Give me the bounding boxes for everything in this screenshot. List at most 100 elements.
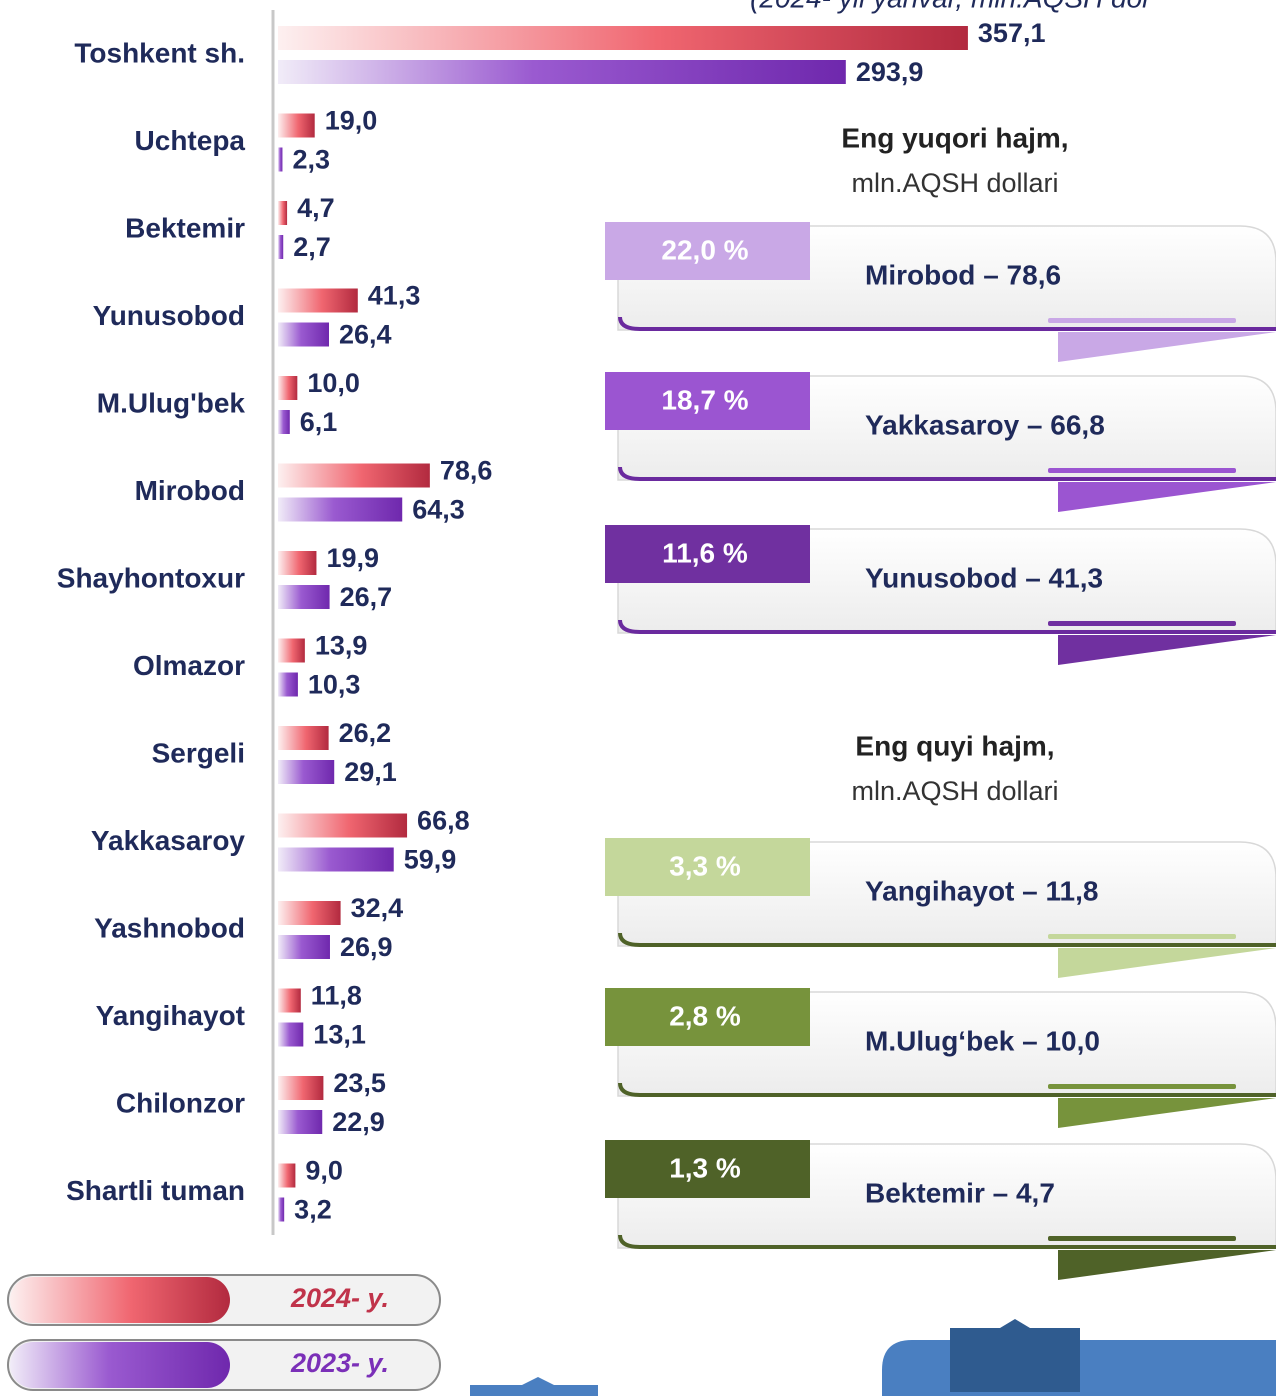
- decoration: [1000, 1319, 1030, 1328]
- decoration: [950, 1328, 1080, 1392]
- bar: [278, 201, 288, 225]
- value-label: 10,0: [307, 368, 360, 398]
- bar: [278, 551, 317, 575]
- value-label: 19,9: [326, 543, 379, 573]
- card-ribbon: [1058, 1250, 1276, 1280]
- panel-unit: mln.AQSH dollari: [851, 168, 1058, 198]
- category-label: Bektemir: [125, 212, 245, 243]
- value-label: 2,3: [292, 145, 330, 175]
- bar: [278, 813, 408, 838]
- share-tab: [605, 988, 810, 1046]
- value-label: 29,1: [344, 757, 397, 787]
- card-line: [618, 316, 1276, 331]
- value-label: 26,4: [339, 320, 392, 350]
- card-ribbon: [1058, 948, 1276, 978]
- bar: [278, 26, 968, 50]
- value-label: 26,2: [339, 718, 392, 748]
- value-label: 26,9: [340, 932, 393, 962]
- bar: [278, 935, 330, 959]
- value-label: 3,2: [294, 1195, 332, 1225]
- bar: [278, 638, 305, 663]
- bar: [278, 988, 301, 1013]
- bar: [278, 235, 284, 259]
- value-label: 66,8: [417, 806, 470, 836]
- bar: [278, 463, 430, 488]
- bar: [278, 113, 315, 138]
- card-ribbon: [1058, 332, 1276, 362]
- value-label: 78,6: [440, 456, 493, 486]
- card-accent: [1048, 1236, 1236, 1241]
- legend-swatch: [10, 1342, 230, 1388]
- value-label: 23,5: [333, 1068, 386, 1098]
- value-label: 13,9: [315, 631, 368, 661]
- card-label: Mirobod – 78,6: [865, 259, 1061, 290]
- panel-title: Eng yuqori hajm,: [841, 122, 1068, 153]
- bar: [278, 1110, 323, 1134]
- bar: [278, 60, 846, 84]
- card-label: Bektemir – 4,7: [865, 1177, 1055, 1208]
- bar: [278, 1163, 296, 1188]
- value-label: 41,3: [368, 281, 421, 311]
- category-label: Shartli tuman: [66, 1175, 245, 1206]
- bar: [278, 726, 329, 750]
- bar: [278, 376, 298, 400]
- card-line: [618, 1234, 1276, 1249]
- subtitle: (2024- yil yanvar, mln.AQSH dol: [750, 0, 1149, 13]
- share-label: 1,3 %: [669, 1152, 741, 1183]
- share-label: 11,6 %: [662, 537, 748, 568]
- category-label: M.Ulug'bek: [97, 387, 246, 418]
- panel-unit: mln.AQSH dollari: [851, 776, 1058, 806]
- bar: [278, 1022, 304, 1047]
- share-label: 18,7 %: [661, 384, 748, 415]
- decoration: [522, 1377, 554, 1385]
- share-label: 3,3 %: [669, 850, 741, 881]
- card-accent: [1048, 934, 1236, 939]
- card-accent: [1048, 318, 1236, 323]
- category-label: Yashnobod: [94, 912, 245, 943]
- share-tab: [605, 1140, 810, 1198]
- category-label: Olmazor: [133, 650, 245, 681]
- value-label: 26,7: [340, 582, 393, 612]
- card-ribbon: [1058, 635, 1276, 665]
- category-label: Toshkent sh.: [74, 37, 245, 68]
- value-label: 4,7: [297, 193, 335, 223]
- legend-swatch: [10, 1277, 230, 1323]
- value-label: 19,0: [325, 106, 378, 136]
- value-label: 32,4: [351, 893, 404, 923]
- value-label: 11,8: [311, 981, 362, 1011]
- card-ribbon: [1058, 1098, 1276, 1128]
- share-label: 22,0 %: [661, 234, 748, 265]
- legend-label: 2024- y.: [290, 1283, 389, 1313]
- bar: [278, 288, 358, 313]
- value-label: 64,3: [412, 495, 465, 525]
- card-line: [618, 1082, 1276, 1097]
- card-ribbon: [1058, 482, 1276, 512]
- card-accent: [1048, 1084, 1236, 1089]
- bar: [278, 847, 394, 872]
- card-label: Yangihayot – 11,8: [865, 875, 1098, 906]
- value-label: 6,1: [300, 407, 338, 437]
- bar: [278, 497, 403, 522]
- card-label: Yunusobod – 41,3: [865, 562, 1103, 593]
- category-label: Yangihayot: [96, 1000, 245, 1031]
- value-label: 10,3: [308, 670, 361, 700]
- category-label: Uchtepa: [135, 125, 246, 156]
- card-line: [618, 466, 1276, 481]
- bar: [278, 760, 335, 784]
- panel-title: Eng quyi hajm,: [855, 730, 1054, 761]
- bar: [278, 672, 298, 697]
- share-tab: [605, 372, 810, 430]
- category-label: Yakkasaroy: [91, 825, 246, 856]
- card-label: Yakkasaroy – 66,8: [865, 409, 1105, 440]
- card-line: [618, 932, 1276, 947]
- category-label: Shayhontoxur: [57, 562, 245, 593]
- share-tab: [605, 222, 810, 280]
- bar: [278, 1197, 285, 1222]
- value-label: 357,1: [978, 18, 1046, 48]
- bar: [278, 147, 283, 172]
- category-label: Mirobod: [135, 475, 245, 506]
- value-label: 293,9: [856, 57, 924, 87]
- category-label: Yunusobod: [93, 300, 245, 331]
- value-label: 59,9: [404, 845, 457, 875]
- card-accent: [1048, 468, 1236, 473]
